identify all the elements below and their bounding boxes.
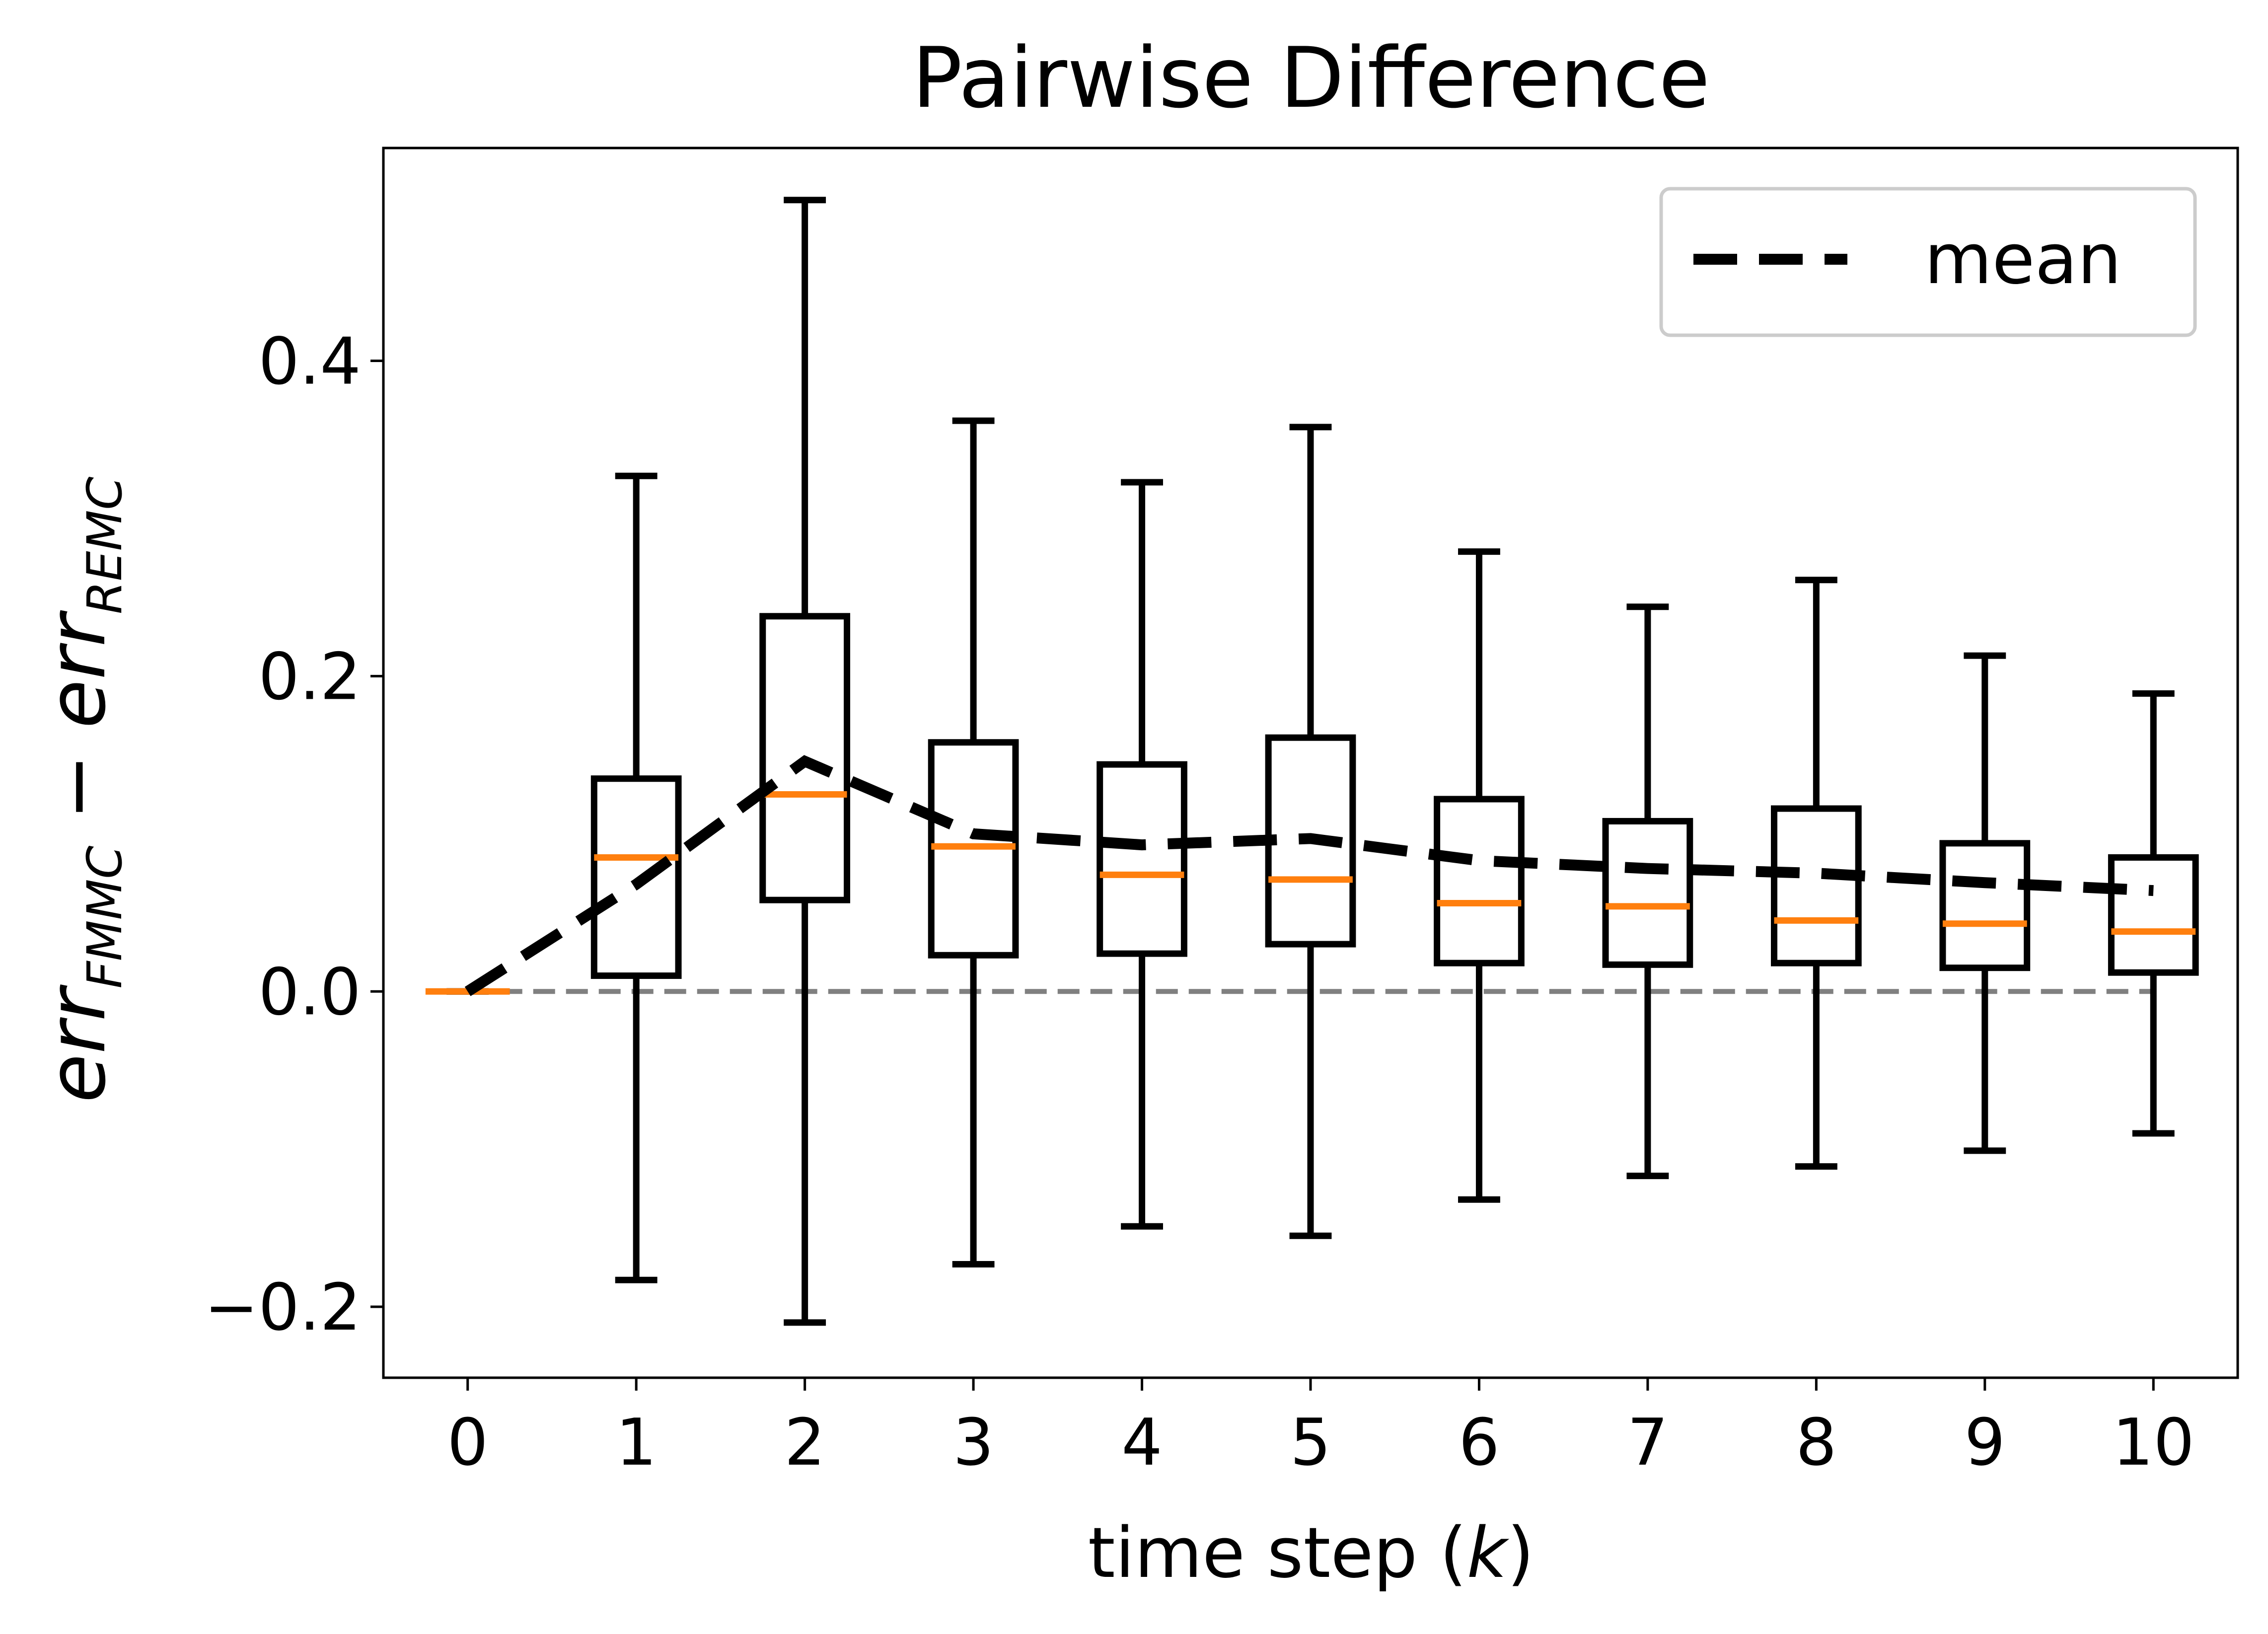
x-tick-label: 7 xyxy=(1627,1405,1669,1480)
x-tick-label: 6 xyxy=(1459,1405,1500,1480)
x-tick-label: 0 xyxy=(447,1405,488,1480)
mean-line xyxy=(464,755,2154,996)
y-axis-label-minus: − xyxy=(30,729,123,846)
x-axis-label-suffix: ) xyxy=(1507,1513,1535,1594)
y-axis-label-term2: err xyxy=(30,610,123,729)
box-body-4 xyxy=(1097,761,1187,957)
x-tick-label: 1 xyxy=(616,1405,657,1480)
legend-mean-label: mean xyxy=(1924,219,2122,300)
y-axis-label-sub2: REMC xyxy=(77,477,133,614)
x-tick-label: 9 xyxy=(1964,1405,2005,1480)
x-tick-label: 2 xyxy=(784,1405,825,1480)
y-tick-label: 0.0 xyxy=(258,954,361,1030)
x-axis-label-var: k xyxy=(1467,1513,1510,1594)
box-body-1 xyxy=(590,775,682,979)
y-axis-label: errFMMC − errREMC xyxy=(30,477,133,1103)
plot-area: −0.2 0.0 0.2 0.4 0 1 2 3 4 5 6 7 8 9 10 xyxy=(204,147,2239,1480)
box-body-7 xyxy=(1602,817,1693,968)
y-tick-label: −0.2 xyxy=(204,1269,361,1345)
y-tick-label: 0.2 xyxy=(258,639,361,714)
legend: mean xyxy=(1659,187,2197,337)
box-body-2 xyxy=(759,613,850,903)
x-axis-label: time step (k) xyxy=(1088,1513,1534,1594)
box-body-9 xyxy=(1939,840,2031,971)
x-axis-label-prefix: time step ( xyxy=(1088,1513,1467,1594)
x-tick-label: 10 xyxy=(2113,1405,2195,1480)
x-tick-label: 4 xyxy=(1121,1405,1163,1480)
legend-frame xyxy=(1659,187,2197,337)
x-tick-label: 3 xyxy=(953,1405,994,1480)
y-axis-label-sub1: FMMC xyxy=(77,846,133,989)
x-tick-label: 8 xyxy=(1796,1405,1837,1480)
y-axis-label-term1: err xyxy=(30,984,123,1103)
box-body-8 xyxy=(1771,805,1862,966)
box-body-6 xyxy=(1434,796,1525,966)
x-tick-label: 5 xyxy=(1290,1405,1331,1480)
box-body-10 xyxy=(2108,854,2199,976)
y-tick-label: 0.4 xyxy=(258,324,361,399)
chart-title: Pairwise Difference xyxy=(912,29,1710,127)
